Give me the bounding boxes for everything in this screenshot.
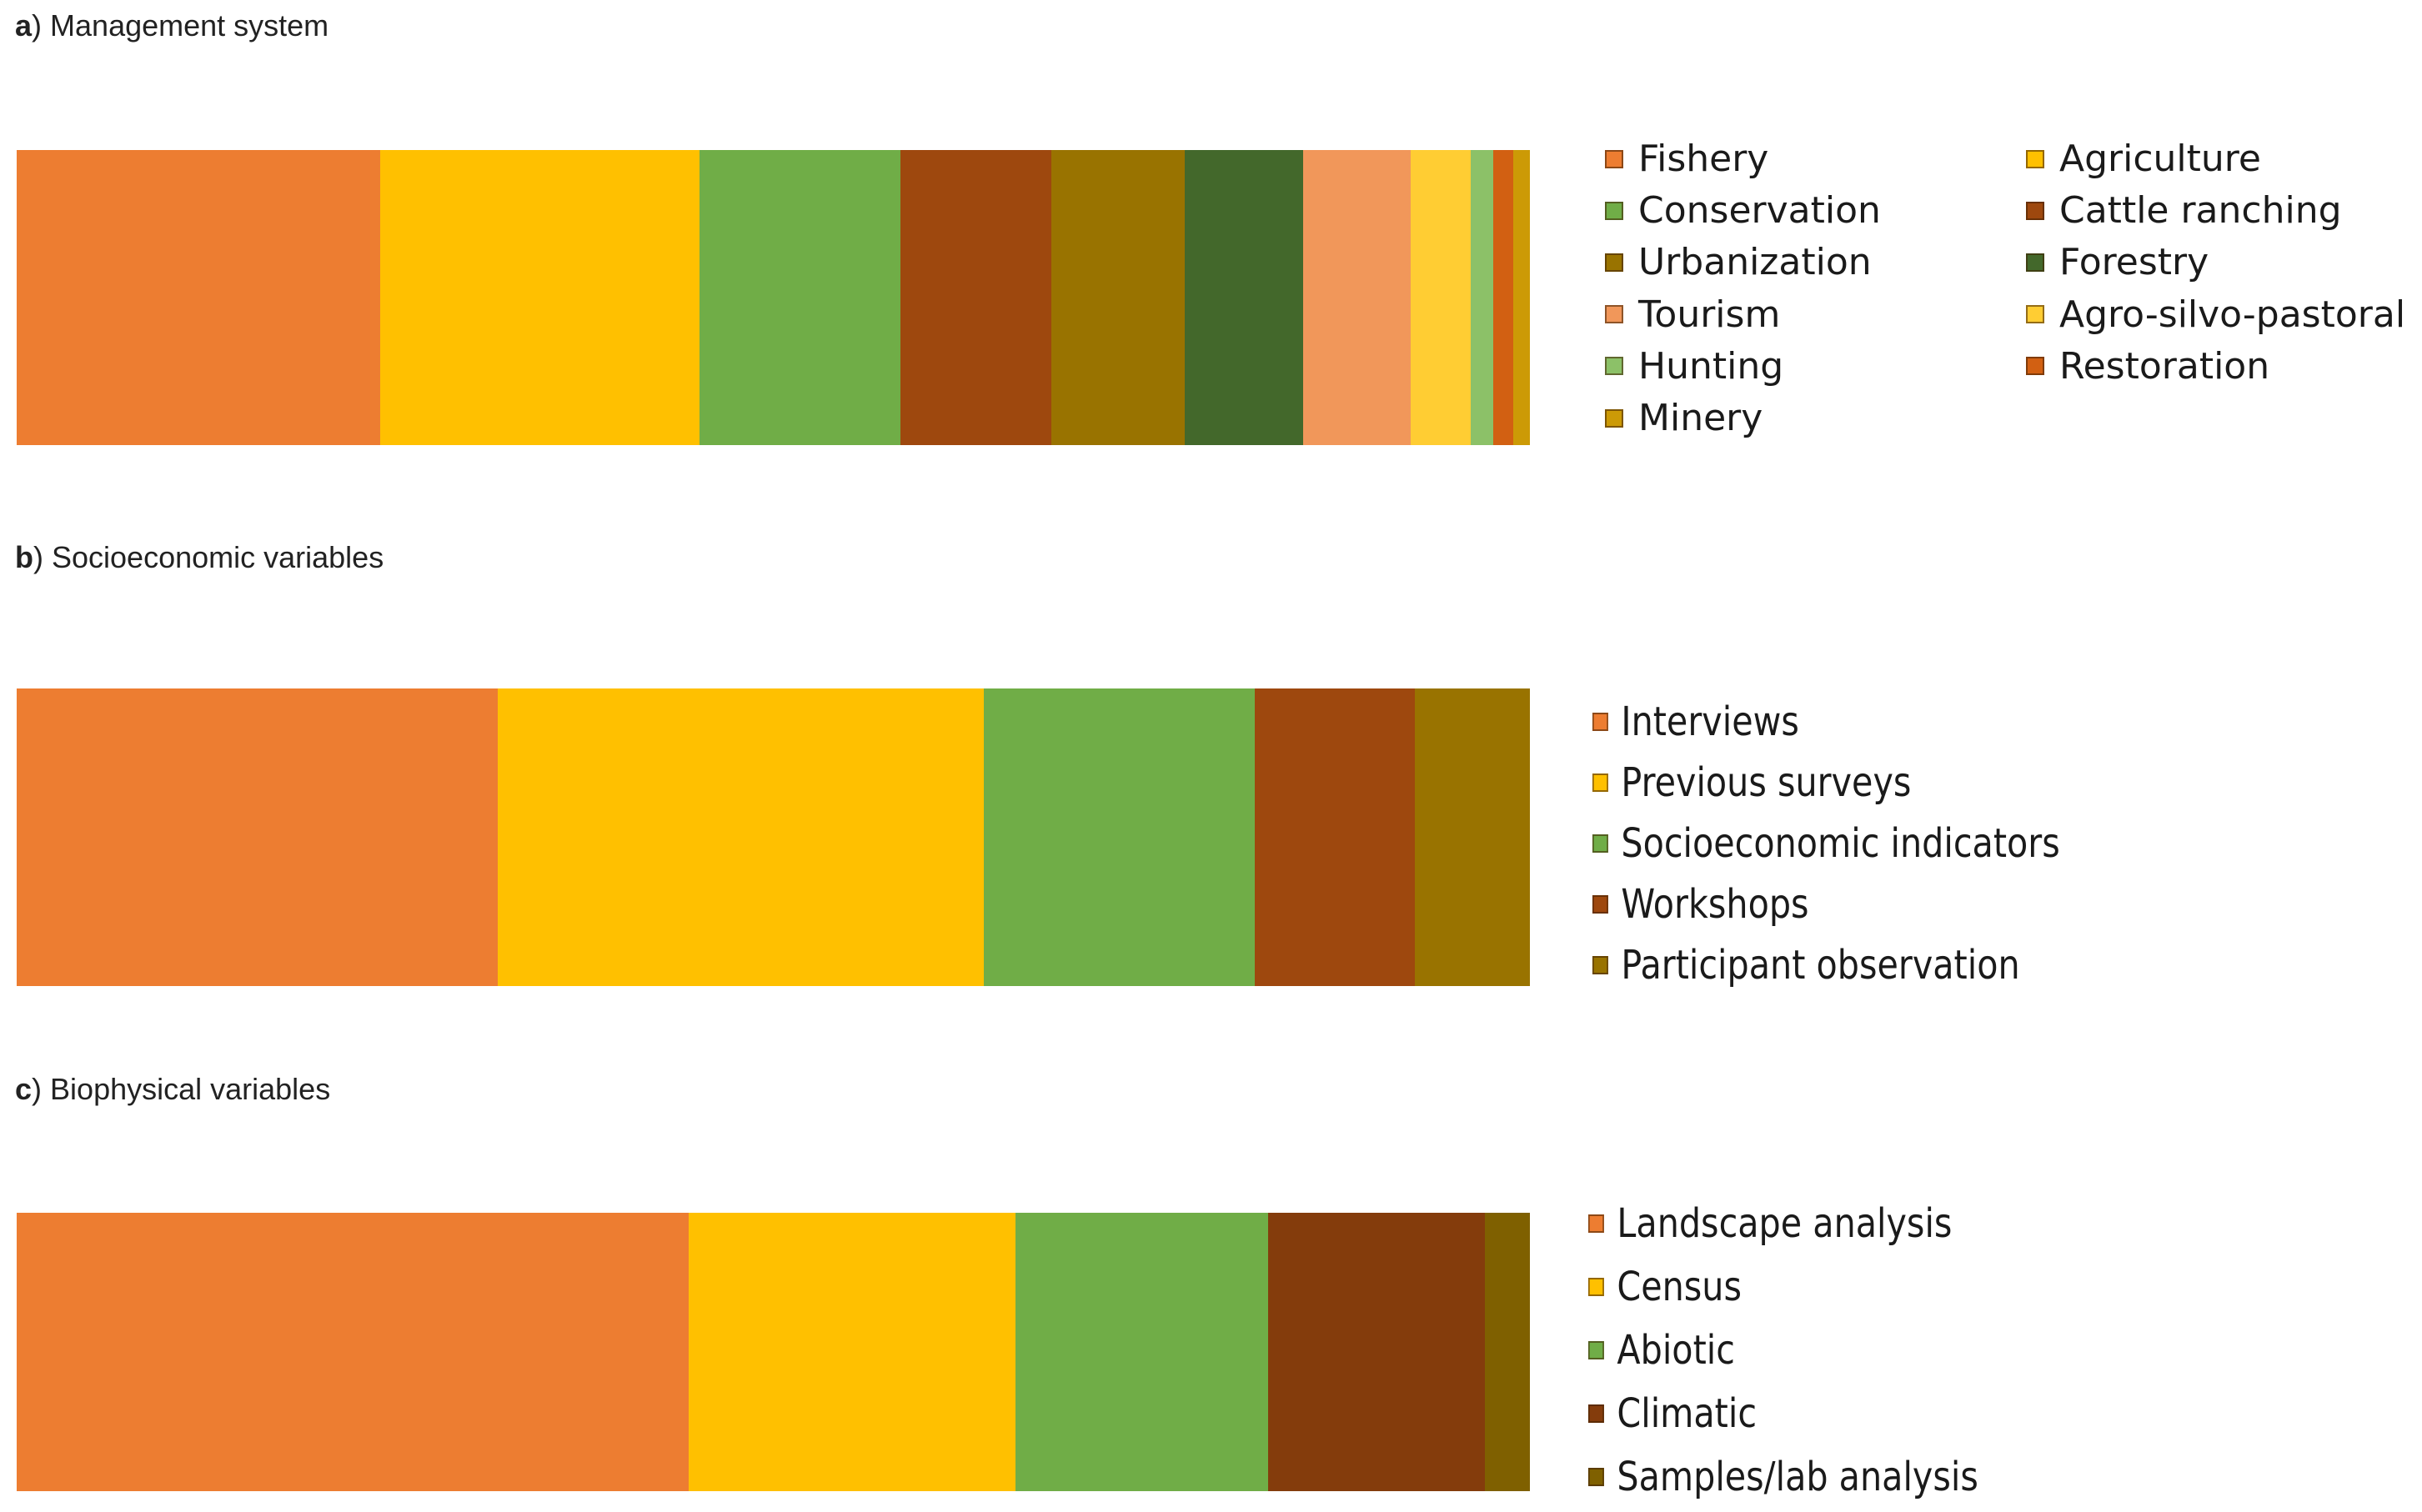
panel-a-segment-urbanization	[1051, 150, 1186, 445]
panel-a-segment-forestry	[1185, 150, 1303, 445]
panel-a-segment-minery	[1512, 150, 1530, 445]
panel-c-legend-swatch-climatic	[1588, 1404, 1604, 1423]
panel-a-segment-fishery	[17, 150, 380, 445]
panel-c-legend-label-landscape-analysis: Landscape analysis	[1617, 1200, 1953, 1247]
panel-a-legend-item-tourism: Tourism	[1605, 293, 1780, 336]
panel-b-title: b) Socioeconomic variables	[15, 540, 384, 574]
panel-b-segment-workshops	[1254, 688, 1416, 986]
panel-c-legend-swatch-landscape-analysis	[1588, 1214, 1604, 1233]
panel-a-legend-swatch-agro-silvo-pastoral	[2026, 305, 2044, 324]
panel-a-legend-swatch-tourism	[1605, 305, 1623, 324]
panel-a-legend-swatch-cattle-ranching	[2026, 201, 2044, 220]
panel-b-legend-item-socioeconomic-indicators: Socioeconomic indicators	[1592, 820, 2060, 867]
panel-c-title: c) Biophysical variables	[15, 1072, 331, 1106]
panel-c-segment-samples-lab-analysis	[1484, 1213, 1530, 1491]
panel-b-legend-swatch-socioeconomic-indicators	[1592, 834, 1608, 853]
panel-a-legend-item-restoration: Restoration	[2026, 345, 2269, 388]
panel-a-legend-item-minery: Minery	[1605, 397, 1763, 439]
panel-a-legend-swatch-fishery	[1605, 149, 1623, 168]
panel-a-legend-swatch-forestry	[2026, 253, 2044, 272]
panel-a-legend-label-hunting: Hunting	[1638, 344, 1784, 388]
panel-a-legend-label-cattle-ranching: Cattle ranching	[2059, 189, 2342, 233]
panel-a-legend-swatch-minery	[1605, 408, 1623, 428]
panel-c-segment-census	[688, 1213, 1015, 1491]
panel-c-segment-climatic	[1267, 1213, 1485, 1491]
panel-a-letter: a	[15, 8, 33, 43]
panel-b-legend-swatch-interviews	[1592, 713, 1608, 731]
panel-a-legend-item-urbanization: Urbanization	[1605, 241, 1872, 283]
panel-b-segment-participant-observation	[1415, 688, 1530, 986]
panel-a-legend-label-urbanization: Urbanization	[1638, 241, 1872, 284]
panel-c-legend-label-climatic: Climatic	[1617, 1390, 1758, 1437]
panel-a-segment-restoration	[1493, 150, 1513, 445]
panel-a-legend-label-agro-silvo-pastoral: Agro-silvo-pastoral	[2059, 293, 2406, 336]
panel-b-stacked-bar	[17, 688, 1530, 986]
panel-a-title: a) Management system	[15, 8, 329, 43]
panel-b-segment-previous-surveys	[498, 688, 984, 986]
panel-b-legend-swatch-workshops	[1592, 895, 1608, 914]
panel-a-legend-item-fishery: Fishery	[1605, 138, 1768, 180]
panel-b-legend-item-participant-observation: Participant observation	[1592, 942, 2020, 989]
panel-c-segment-landscape-analysis	[17, 1213, 689, 1491]
panel-a-legend-swatch-conservation	[1605, 201, 1623, 220]
panel-b-legend-label-socioeconomic-indicators: Socioeconomic indicators	[1621, 820, 2060, 867]
panel-a-legend-label-tourism: Tourism	[1638, 293, 1781, 336]
panel-a-title-text: Management system	[50, 8, 329, 43]
panel-b-segment-interviews	[17, 688, 499, 986]
panel-c-legend-label-samples-lab-analysis: Samples/lab analysis	[1617, 1454, 1978, 1500]
panel-a-legend-swatch-restoration	[2026, 357, 2044, 376]
panel-a-segment-hunting	[1471, 150, 1494, 445]
panel-a-legend-label-minery: Minery	[1638, 397, 1763, 439]
panel-c-legend-swatch-abiotic	[1588, 1341, 1604, 1359]
panel-c-stacked-bar	[17, 1213, 1530, 1491]
panel-a-legend-item-forestry: Forestry	[2026, 241, 2209, 283]
panel-a-segment-agriculture	[379, 150, 700, 445]
panel-a-legend-item-agriculture: Agriculture	[2026, 138, 2261, 180]
panel-c-legend-swatch-census	[1588, 1278, 1604, 1296]
panel-c-legend-swatch-samples-lab-analysis	[1588, 1468, 1604, 1486]
panel-a-segment-conservation	[699, 150, 900, 445]
panel-c-segment-abiotic	[1015, 1213, 1268, 1491]
panel-c-legend-item-climatic: Climatic	[1588, 1390, 1757, 1437]
panel-a-stacked-bar	[17, 150, 1530, 445]
panel-b-legend-label-interviews: Interviews	[1621, 698, 1799, 745]
panel-a-legend-label-forestry: Forestry	[2059, 241, 2209, 284]
panel-a-legend-label-restoration: Restoration	[2059, 344, 2270, 388]
panel-a-legend-item-conservation: Conservation	[1605, 189, 1881, 232]
panel-c-legend-label-abiotic: Abiotic	[1617, 1327, 1735, 1374]
panel-a-segment-cattle-ranching	[900, 150, 1052, 445]
panel-a-legend-item-cattle-ranching: Cattle ranching	[2026, 189, 2342, 232]
panel-a-legend-label-fishery: Fishery	[1638, 138, 1769, 180]
panel-a-legend-swatch-hunting	[1605, 357, 1623, 376]
panel-b-legend-label-workshops: Workshops	[1621, 881, 1809, 928]
panel-b-legend-label-participant-observation: Participant observation	[1621, 942, 2020, 989]
panel-b-title-text: Socioeconomic variables	[52, 540, 384, 574]
panel-a-legend-swatch-urbanization	[1605, 253, 1623, 272]
panel-b-legend-swatch-previous-surveys	[1592, 774, 1608, 792]
panel-c-legend-item-census: Census	[1588, 1264, 1742, 1310]
panel-b-legend-item-previous-surveys: Previous surveys	[1592, 759, 1911, 806]
panel-c-legend-label-census: Census	[1617, 1264, 1742, 1310]
panel-a-legend-item-hunting: Hunting	[1605, 345, 1783, 388]
panel-a-legend-item-agro-silvo-pastoral: Agro-silvo-pastoral	[2026, 293, 2405, 336]
panel-a-legend-label-conservation: Conservation	[1638, 189, 1881, 233]
panel-a-segment-agro-silvo-pastoral	[1410, 150, 1472, 445]
panel-b-legend-label-previous-surveys: Previous surveys	[1621, 759, 1912, 806]
panel-c-legend-item-samples-lab-analysis: Samples/lab analysis	[1588, 1454, 1978, 1500]
panel-b-legend-swatch-participant-observation	[1592, 956, 1608, 974]
panel-a-segment-tourism	[1302, 150, 1411, 445]
panel-c-title-text: Biophysical variables	[50, 1072, 331, 1106]
panel-b-letter: b	[15, 540, 33, 574]
panel-b-legend-item-workshops: Workshops	[1592, 881, 1809, 928]
panel-c-letter: c	[15, 1072, 33, 1106]
panel-a-legend-label-agriculture: Agriculture	[2059, 138, 2261, 180]
panel-b-segment-socioeconomic-indicators	[983, 688, 1255, 986]
panel-c-legend-item-landscape-analysis: Landscape analysis	[1588, 1200, 1952, 1247]
panel-c-legend-item-abiotic: Abiotic	[1588, 1327, 1735, 1374]
panel-b-legend-item-interviews: Interviews	[1592, 698, 1799, 745]
panel-a-legend-swatch-agriculture	[2026, 149, 2044, 168]
